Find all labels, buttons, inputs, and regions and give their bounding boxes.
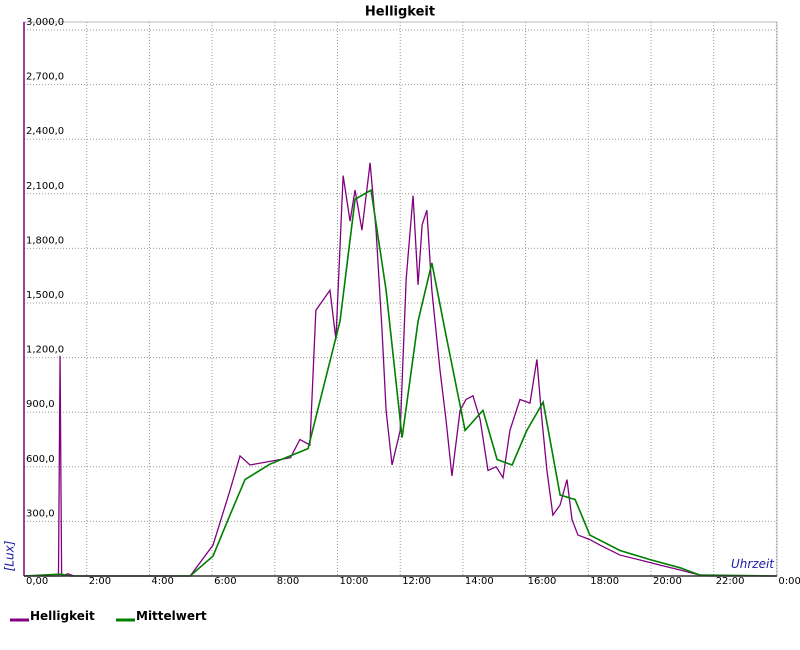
y-tick-label: 2,700,0 bbox=[26, 72, 64, 83]
y-tick-label: 1,200,0 bbox=[26, 345, 64, 356]
y-tick-label: 3,000,0 bbox=[26, 17, 64, 28]
x-tick-label: 0:00 bbox=[778, 576, 800, 587]
x-tick-label: 8:00 bbox=[277, 576, 299, 587]
x-axis-title: Uhrzeit bbox=[731, 557, 775, 571]
x-tick-label: 20:00 bbox=[653, 576, 682, 587]
y-tick-label: 600,0 bbox=[26, 454, 55, 465]
x-tick-label: 18:00 bbox=[590, 576, 619, 587]
y-tick-label: 300,0 bbox=[26, 508, 55, 519]
legend-label: Helligkeit bbox=[30, 609, 95, 623]
x-tick-label: 22:00 bbox=[716, 576, 745, 587]
y-tick-label: 2,100,0 bbox=[26, 181, 64, 192]
series-line bbox=[23, 188, 777, 577]
y-tick-label: 900,0 bbox=[26, 399, 55, 410]
y-tick-label: 1,800,0 bbox=[26, 235, 64, 246]
legend: Helligkeit Mittelwert bbox=[10, 609, 207, 623]
x-tick-label: 12:00 bbox=[402, 576, 431, 587]
x-tick-label: 10:00 bbox=[340, 576, 369, 587]
x-tick-label: 16:00 bbox=[528, 576, 557, 587]
series-line bbox=[24, 162, 777, 577]
chart-title: Helligkeit bbox=[365, 5, 435, 20]
x-tick-label: 0,00 bbox=[26, 576, 48, 587]
lines bbox=[23, 162, 777, 577]
x-tick-label: 14:00 bbox=[465, 576, 494, 587]
x-tick-label: 2:00 bbox=[89, 576, 111, 587]
x-tick-label: 4:00 bbox=[151, 576, 173, 587]
grid bbox=[24, 22, 777, 576]
y-tick-label: 1,500,0 bbox=[26, 290, 64, 301]
legend-label: Mittelwert bbox=[136, 609, 207, 623]
y-tick-label: 2,400,0 bbox=[26, 126, 64, 137]
y-axis-title: [Lux] bbox=[3, 540, 17, 571]
x-tick-label: 6:00 bbox=[214, 576, 236, 587]
